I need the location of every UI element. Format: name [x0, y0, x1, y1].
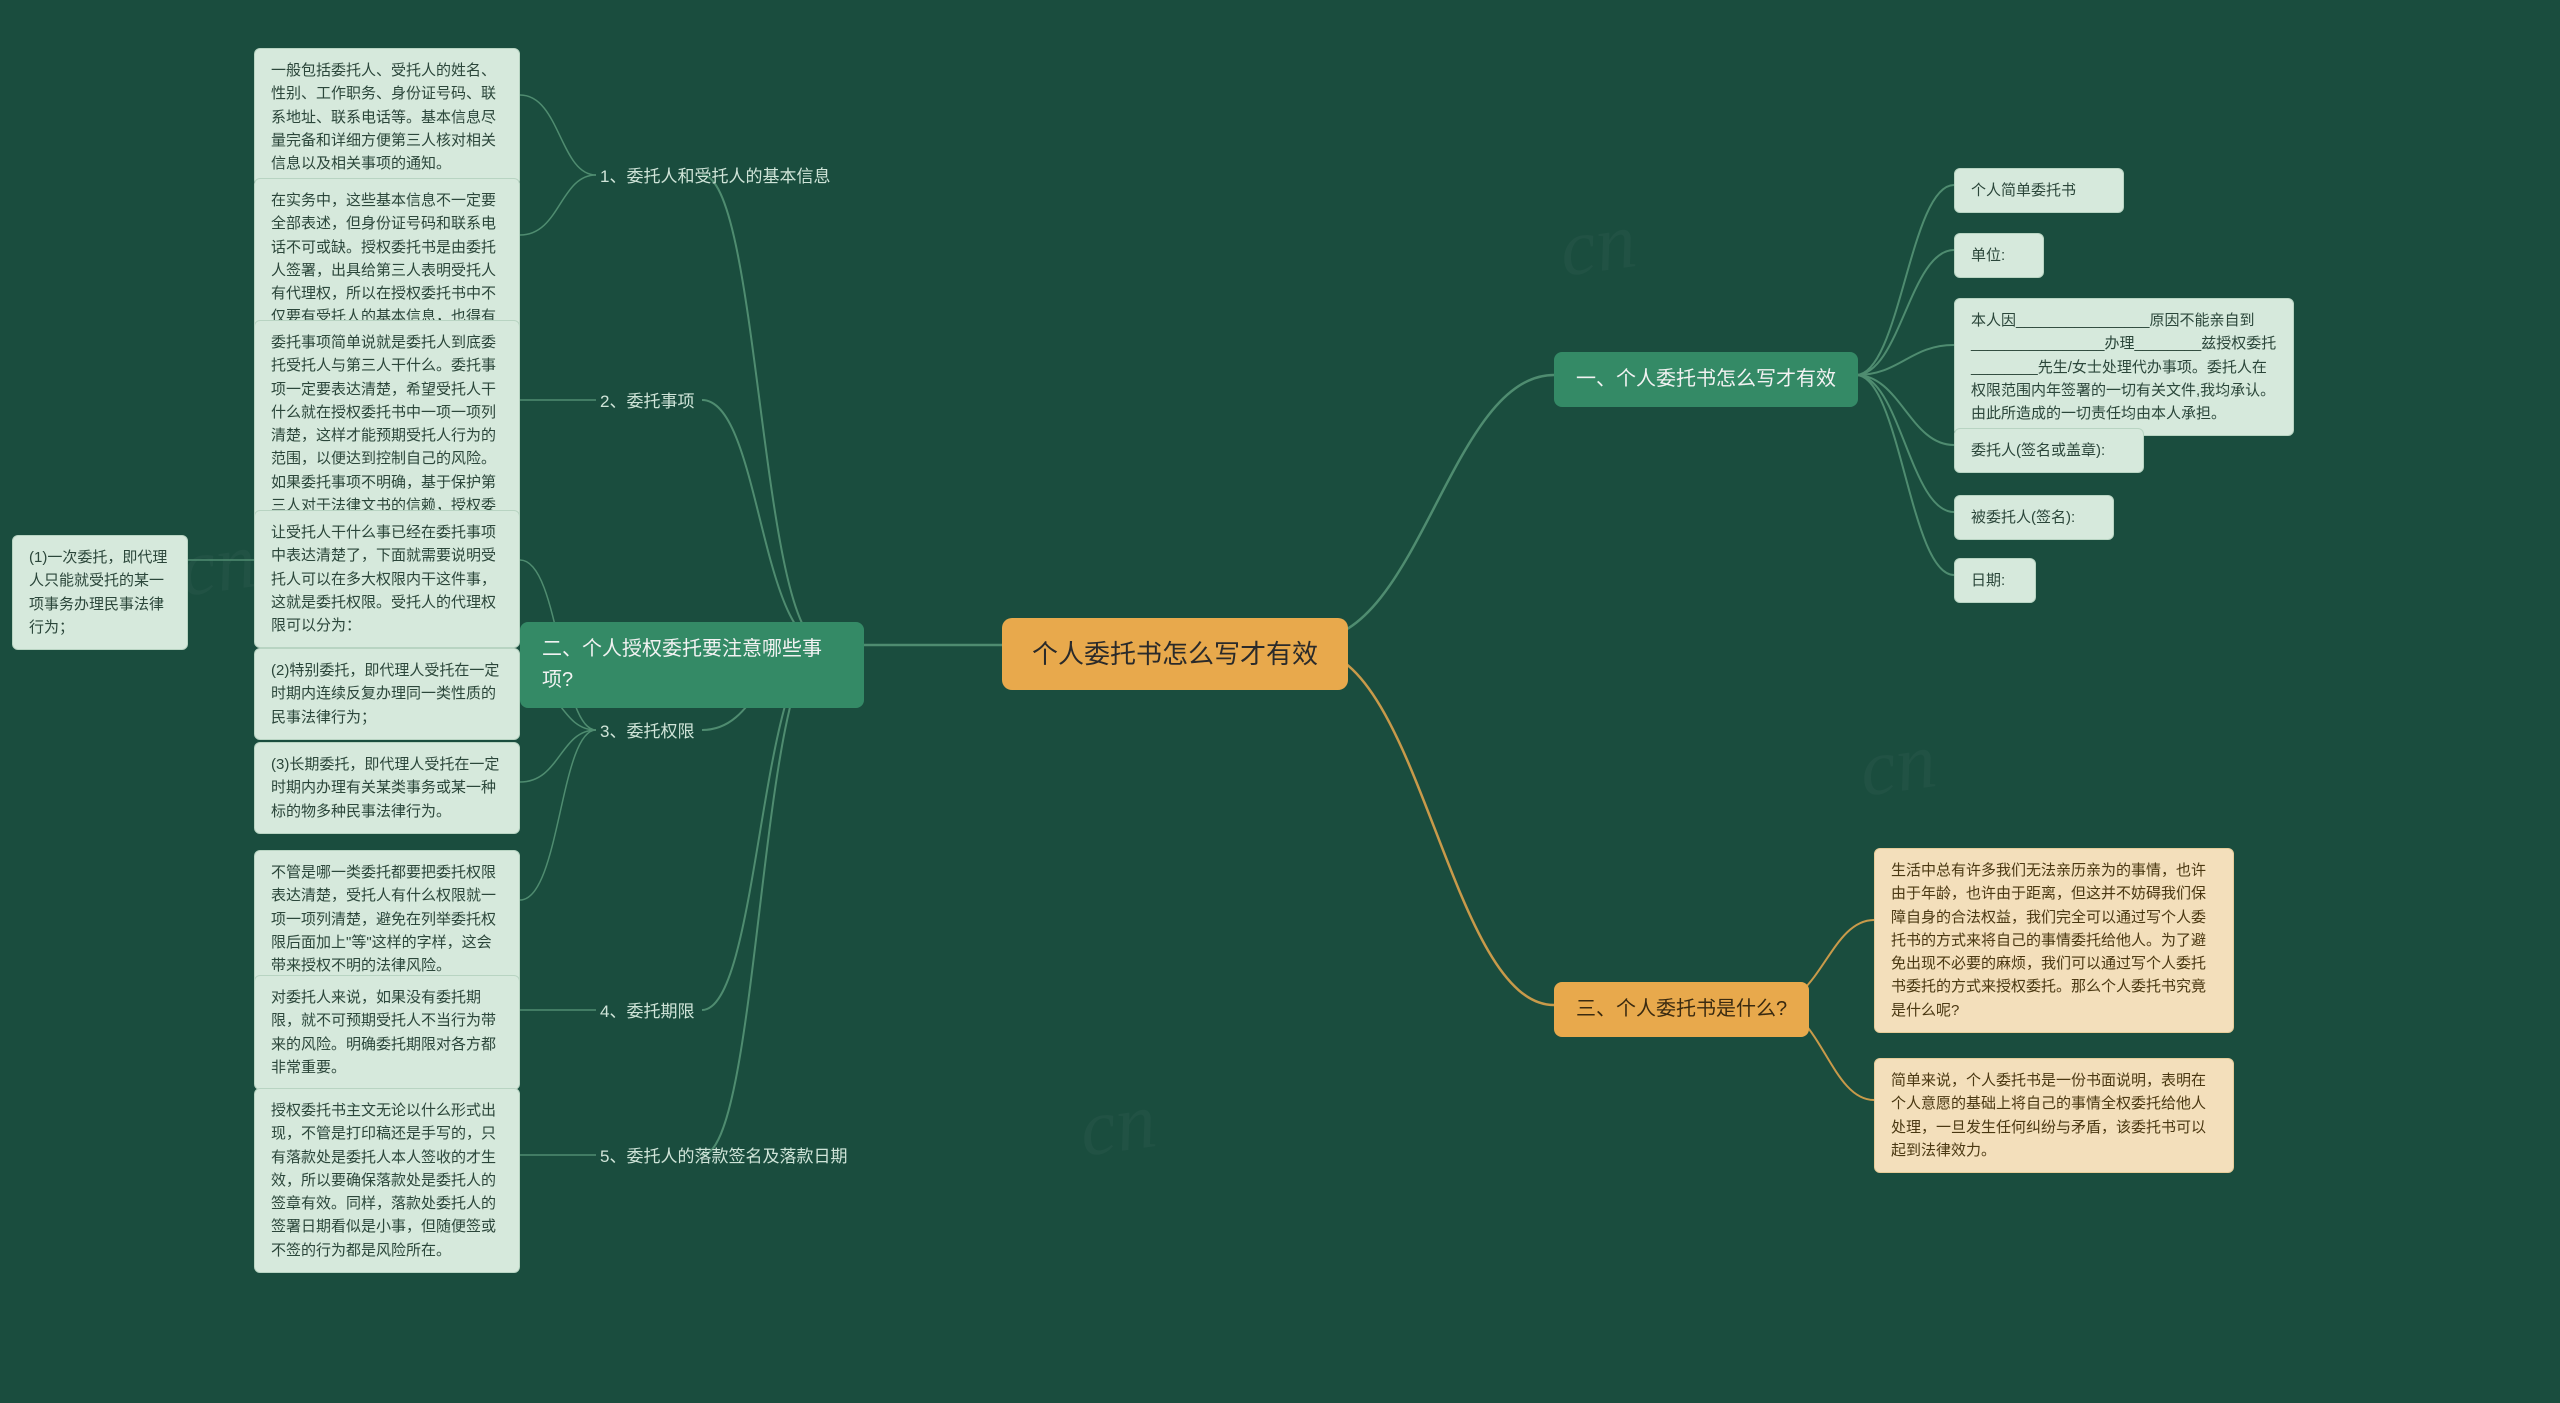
branch-1-leaf: 日期:: [1954, 558, 2036, 603]
leaf-text: 一般包括委托人、受托人的姓名、性别、工作职务、身份证号码、联系地址、联系电话等。…: [271, 59, 503, 175]
sub-3-leaf: (2)特别委托，即代理人受托在一定时期内连续反复办理同一类性质的民事法律行为；: [254, 648, 520, 740]
branch-1-leaf: 委托人(签名或盖章):: [1954, 428, 2144, 473]
leaf-text: 日期:: [1971, 569, 2005, 592]
watermark: cn: [1854, 715, 1941, 816]
branch-2-sub-4[interactable]: 4、委托期限: [596, 993, 746, 1031]
sub-5-leaf: 授权委托书主文无论以什么形式出现，不管是打印稿还是手写的，只有落款处是委托人本人…: [254, 1088, 520, 1273]
branch-1[interactable]: 一、个人委托书怎么写才有效: [1554, 352, 1858, 407]
branch-3-leaf: 生活中总有许多我们无法亲历亲为的事情，也许由于年龄，也许由于距离，但这并不妨碍我…: [1874, 848, 2234, 1033]
sub-3-intro: 让受托人干什么事已经在委托事项中表达清楚了，下面就需要说明受托人可以在多大权限内…: [254, 510, 520, 648]
sub-3-leaf: 不管是哪一类委托都要把委托权限表达清楚，受托人有什么权限就一项一项列清楚，避免在…: [254, 850, 520, 988]
leaf-text: (2)特别委托，即代理人受托在一定时期内连续反复办理同一类性质的民事法律行为；: [271, 659, 503, 729]
branch-2-sub-3[interactable]: 3、委托权限: [596, 713, 746, 751]
branch-3-label: 三、个人委托书是什么?: [1576, 994, 1787, 1025]
branch-3-leaf: 简单来说，个人委托书是一份书面说明，表明在个人意愿的基础上将自己的事情全权委托给…: [1874, 1058, 2234, 1173]
sub-5-label: 5、委托人的落款签名及落款日期: [600, 1144, 847, 1170]
watermark: cn: [1074, 1075, 1161, 1176]
leaf-text: 被委托人(签名):: [1971, 506, 2075, 529]
leaf-text: (1)一次委托，即代理人只能就受托的某一项事务办理民事法律行为；: [29, 546, 171, 639]
branch-1-leaf: 本人因________________原因不能亲自到______________…: [1954, 298, 2294, 436]
branch-2-label: 二、个人授权委托要注意哪些事项?: [542, 634, 842, 696]
branch-2[interactable]: 二、个人授权委托要注意哪些事项?: [520, 622, 864, 708]
branch-2-sub-2[interactable]: 2、委托事项: [596, 383, 746, 421]
branch-3[interactable]: 三、个人委托书是什么?: [1554, 982, 1809, 1037]
sub-1-label: 1、委托人和受托人的基本信息: [600, 164, 830, 190]
sub-3-leaf: (1)一次委托，即代理人只能就受托的某一项事务办理民事法律行为；: [12, 535, 188, 650]
watermark: cn: [1554, 195, 1641, 296]
leaf-text: 委托人(签名或盖章):: [1971, 439, 2105, 462]
leaf-text: 让受托人干什么事已经在委托事项中表达清楚了，下面就需要说明受托人可以在多大权限内…: [271, 521, 503, 637]
sub-2-label: 2、委托事项: [600, 389, 694, 415]
leaf-text: (3)长期委托，即代理人受托在一定时期内办理有关某类事务或某一种标的物多种民事法…: [271, 753, 503, 823]
leaf-text: 简单来说，个人委托书是一份书面说明，表明在个人意愿的基础上将自己的事情全权委托给…: [1891, 1069, 2217, 1162]
leaf-text: 个人简单委托书: [1971, 179, 2076, 202]
branch-1-label: 一、个人委托书怎么写才有效: [1576, 364, 1836, 395]
branch-1-leaf: 单位:: [1954, 233, 2044, 278]
root-node[interactable]: 个人委托书怎么写才有效: [1002, 618, 1348, 690]
branch-1-leaf: 被委托人(签名):: [1954, 495, 2114, 540]
leaf-text: 生活中总有许多我们无法亲历亲为的事情，也许由于年龄，也许由于距离，但这并不妨碍我…: [1891, 859, 2217, 1022]
root-label: 个人委托书怎么写才有效: [1032, 634, 1318, 674]
sub-3-leaf: (3)长期委托，即代理人受托在一定时期内办理有关某类事务或某一种标的物多种民事法…: [254, 742, 520, 834]
sub-4-leaf: 对委托人来说，如果没有委托期限，就不可预期受托人不当行为带来的风险。明确委托期限…: [254, 975, 520, 1090]
sub-3-label: 3、委托权限: [600, 719, 694, 745]
leaf-text: 单位:: [1971, 244, 2005, 267]
branch-1-leaf: 个人简单委托书: [1954, 168, 2124, 213]
leaf-text: 本人因________________原因不能亲自到______________…: [1971, 309, 2277, 425]
leaf-text: 授权委托书主文无论以什么形式出现，不管是打印稿还是手写的，只有落款处是委托人本人…: [271, 1099, 503, 1262]
branch-2-sub-1[interactable]: 1、委托人和受托人的基本信息: [596, 158, 866, 196]
leaf-text: 对委托人来说，如果没有委托期限，就不可预期受托人不当行为带来的风险。明确委托期限…: [271, 986, 503, 1079]
leaf-text: 不管是哪一类委托都要把委托权限表达清楚，受托人有什么权限就一项一项列清楚，避免在…: [271, 861, 503, 977]
sub-4-label: 4、委托期限: [600, 999, 694, 1025]
sub-1-leaf: 一般包括委托人、受托人的姓名、性别、工作职务、身份证号码、联系地址、联系电话等。…: [254, 48, 520, 186]
branch-2-sub-5[interactable]: 5、委托人的落款签名及落款日期: [596, 1138, 876, 1176]
